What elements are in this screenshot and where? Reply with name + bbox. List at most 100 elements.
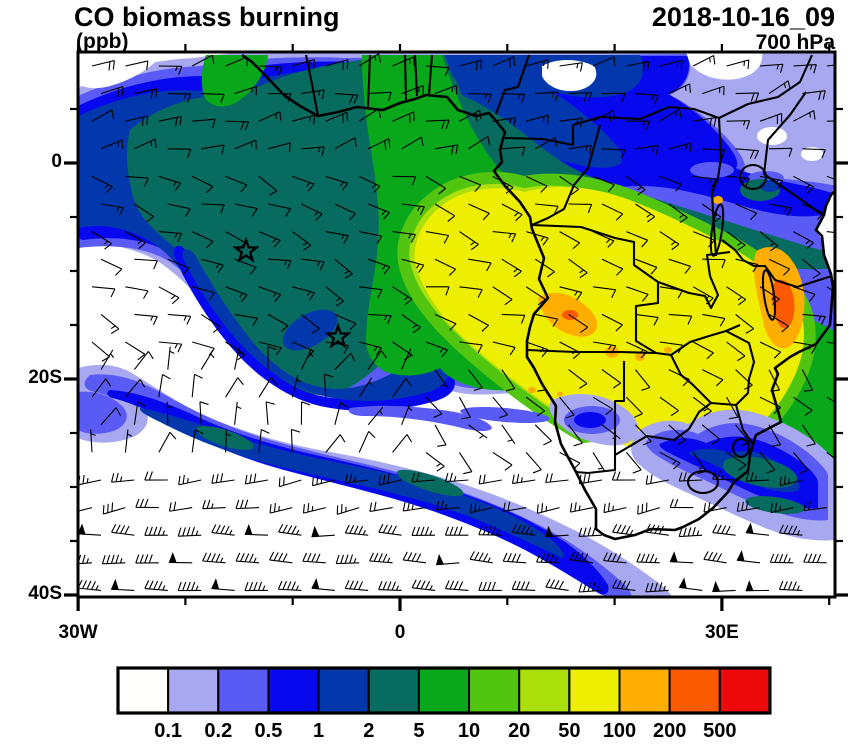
wind-barb xyxy=(168,501,193,512)
wind-barb xyxy=(736,500,761,512)
wind-barb xyxy=(559,396,575,419)
wind-barb xyxy=(592,341,617,354)
wind-barb xyxy=(601,92,626,102)
wind-barb xyxy=(793,286,816,302)
wind-barb xyxy=(258,65,283,76)
wind-barb xyxy=(592,109,616,122)
wind-barb xyxy=(100,313,120,334)
wind-barb xyxy=(336,504,360,515)
wind-barb xyxy=(267,258,292,270)
wind-barb xyxy=(201,93,225,103)
colorbar-label: 0.1 xyxy=(154,720,183,742)
wind-barb xyxy=(158,374,171,398)
colorbar-cell xyxy=(167,667,220,714)
wind-barb xyxy=(536,553,560,564)
lat-axis-label: 0 xyxy=(51,151,62,172)
wind-barb xyxy=(301,258,325,271)
wind-barb xyxy=(478,526,502,536)
wind-barb xyxy=(826,451,835,460)
wind-barb xyxy=(635,313,659,326)
wind-barb xyxy=(311,475,335,487)
wind-barb xyxy=(235,552,260,564)
wind-barb xyxy=(701,203,722,223)
colorbar-label: 0.5 xyxy=(254,720,283,742)
wind-barb xyxy=(826,396,835,403)
wind-barb xyxy=(134,138,157,150)
wind-barb xyxy=(267,203,291,217)
orange-spot xyxy=(713,196,723,204)
wind-barb xyxy=(801,369,814,392)
wind-barb xyxy=(301,313,320,334)
wind-barb xyxy=(601,258,624,276)
colorbar-cell xyxy=(468,667,521,714)
wind-barb xyxy=(635,93,659,104)
wind-barb xyxy=(726,451,747,471)
lake-tanganyika xyxy=(709,203,725,257)
wind-barb xyxy=(826,286,835,293)
wind-barb xyxy=(134,203,154,223)
colorbar-frame xyxy=(116,666,772,715)
wind-barb xyxy=(735,92,760,102)
wind-barb xyxy=(768,203,793,217)
wind-barb xyxy=(202,552,226,564)
wind-barb xyxy=(501,369,516,392)
wind-barb xyxy=(502,501,527,512)
wind-barb xyxy=(335,554,360,565)
wind-barb xyxy=(793,396,813,417)
valid-datetime: 2018-10-16_09 xyxy=(651,2,835,32)
wind-barb xyxy=(668,203,688,224)
star-marker xyxy=(324,322,352,349)
country-border xyxy=(721,239,833,289)
wind-barb xyxy=(411,526,436,536)
colorbar-cell xyxy=(518,667,571,714)
wind-barb xyxy=(278,523,302,536)
wind-barb xyxy=(158,286,180,305)
wind-barb xyxy=(726,341,746,362)
wind-barb xyxy=(278,476,302,488)
wind-barb xyxy=(133,401,146,425)
wind-barb xyxy=(735,424,751,447)
wind-barb xyxy=(199,401,209,425)
wind-barb xyxy=(592,175,615,192)
wind-barb xyxy=(726,59,750,69)
wind-barb xyxy=(792,452,809,474)
wind-barb xyxy=(645,523,669,536)
wind-barb xyxy=(636,553,660,564)
wind-barb xyxy=(534,369,547,392)
country-border xyxy=(670,354,712,404)
lon-axis-label: 30W xyxy=(58,622,98,643)
wind-barb xyxy=(234,139,257,150)
wind-barb xyxy=(692,341,714,360)
wind-barb xyxy=(110,472,135,483)
wind-barb xyxy=(125,341,146,361)
wind-barb xyxy=(100,139,124,150)
wind-barb xyxy=(712,524,736,536)
wind-barb xyxy=(301,89,325,99)
lake-malawi xyxy=(761,269,777,321)
wind-barb xyxy=(568,313,589,333)
wind-barb xyxy=(425,341,449,358)
wind-barb-pennant xyxy=(110,578,119,591)
wind-barb xyxy=(334,203,357,221)
wind-barb xyxy=(434,203,456,222)
contour-layer xyxy=(772,279,795,329)
wind-barb xyxy=(635,424,652,446)
wind-barb xyxy=(802,203,824,220)
wind-barb-pennant xyxy=(244,523,253,536)
wind-barb xyxy=(392,231,416,243)
wind-barb xyxy=(344,473,369,484)
wind-barb xyxy=(501,93,526,104)
wind-barb xyxy=(702,313,726,327)
wind-barb xyxy=(726,231,746,251)
wind-barb xyxy=(125,175,149,187)
wind-barb xyxy=(702,258,726,269)
wind-barb xyxy=(101,554,126,565)
wind-barb xyxy=(478,581,502,591)
wind-barb xyxy=(502,552,527,564)
wind-barb xyxy=(325,59,349,70)
wind-barb xyxy=(178,474,202,486)
colorbar-label: 200 xyxy=(652,720,687,742)
wind-barb xyxy=(334,93,359,104)
wind-barb xyxy=(201,144,225,154)
